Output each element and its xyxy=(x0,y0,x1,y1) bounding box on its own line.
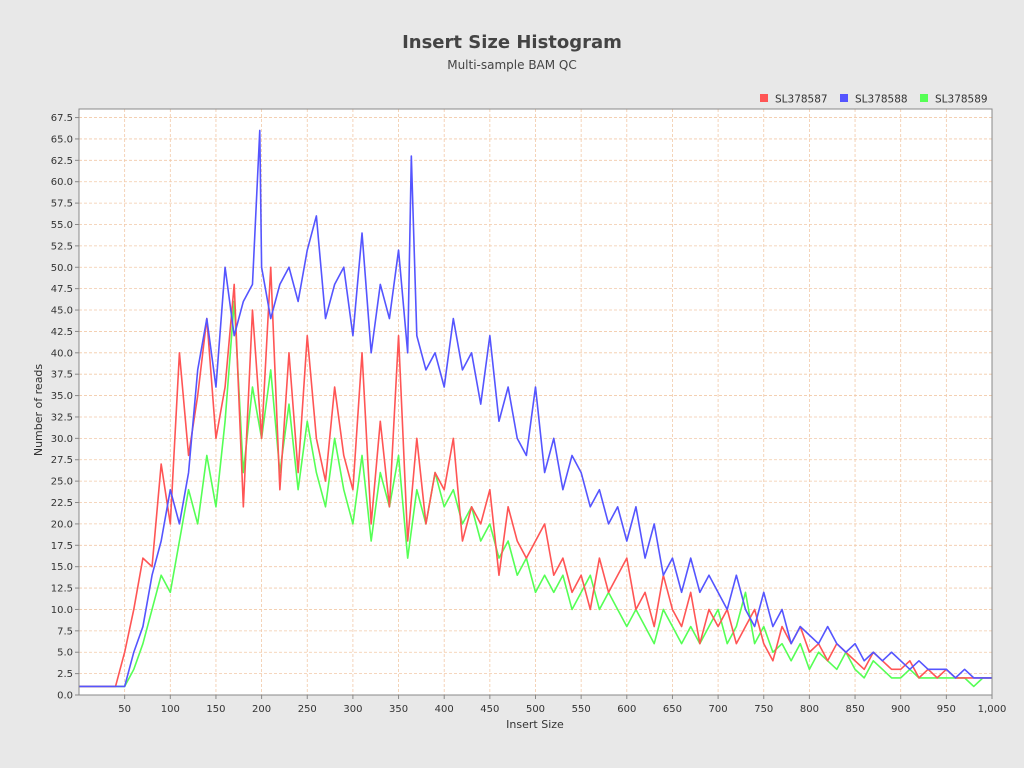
y-tick-label: 30.0 xyxy=(51,434,73,445)
y-tick-label: 35.0 xyxy=(51,391,73,402)
y-axis-label: Number of reads xyxy=(32,364,45,457)
x-tick-label: 600 xyxy=(617,704,636,715)
legend-swatch-sl378589 xyxy=(920,94,928,102)
y-tick-label: 17.5 xyxy=(51,541,73,552)
y-tick-label: 62.5 xyxy=(51,156,73,167)
y-tick-label: 57.5 xyxy=(51,199,73,210)
y-tick-label: 42.5 xyxy=(51,327,73,338)
x-tick-label: 850 xyxy=(846,704,865,715)
y-tick-label: 2.5 xyxy=(57,669,73,680)
x-tick-label: 750 xyxy=(754,704,773,715)
x-tick-label: 950 xyxy=(937,704,956,715)
chart-title: Insert Size Histogram xyxy=(402,32,622,53)
legend-label-sl378587[interactable]: SL378587 xyxy=(775,94,828,106)
y-tick-label: 22.5 xyxy=(51,498,73,509)
y-tick-label: 0.0 xyxy=(57,691,73,702)
series-line-sl378589 xyxy=(79,300,992,688)
y-tick-label: 15.0 xyxy=(51,562,73,573)
plot-frame xyxy=(78,108,993,696)
series-line-sl378588 xyxy=(79,129,992,688)
y-tick-label: 65.0 xyxy=(51,134,73,145)
x-tick-label: 700 xyxy=(709,704,728,715)
legend-label-sl378588[interactable]: SL378588 xyxy=(855,94,908,106)
y-tick-label: 25.0 xyxy=(51,477,73,488)
y-tick-label: 55.0 xyxy=(51,220,73,231)
x-tick-label: 350 xyxy=(389,704,408,715)
x-tick-label: 500 xyxy=(526,704,545,715)
x-tick-label: 450 xyxy=(480,704,499,715)
y-tick-label: 37.5 xyxy=(51,370,73,381)
x-tick-label: 150 xyxy=(206,704,225,715)
x-tick-label: 250 xyxy=(298,704,317,715)
axes: 50 100 150 200 250 300 350 400 450 500 550 600 650 70… xyxy=(51,108,1007,715)
y-tick-label: 12.5 xyxy=(51,584,73,595)
x-tick-label: 400 xyxy=(435,704,454,715)
legend-swatch-sl378588 xyxy=(840,94,848,102)
x-tick-label: 550 xyxy=(572,704,591,715)
y-tick-label: 67.5 xyxy=(51,113,73,124)
y-tick-label: 32.5 xyxy=(51,412,73,423)
y-tick-label: 45.0 xyxy=(51,306,73,317)
y-tick-label: 5.0 xyxy=(57,648,73,659)
x-tick-label: 800 xyxy=(800,704,819,715)
y-tick-label: 60.0 xyxy=(51,177,73,188)
y-tick-label: 52.5 xyxy=(51,241,73,252)
x-tick-label: 200 xyxy=(252,704,271,715)
y-tick-label: 27.5 xyxy=(51,455,73,466)
y-tick-label: 7.5 xyxy=(57,626,73,637)
y-tick-label: 47.5 xyxy=(51,284,73,295)
legend-swatch-sl378587 xyxy=(760,94,768,102)
y-tick-label: 40.0 xyxy=(51,348,73,359)
x-tick-label: 300 xyxy=(343,704,362,715)
x-axis-label: Insert Size xyxy=(506,718,564,731)
y-tick-label: 10.0 xyxy=(51,605,73,616)
y-tick-label: 20.0 xyxy=(51,519,73,530)
x-tick-label: 100 xyxy=(161,704,180,715)
x-tick-label: 650 xyxy=(663,704,682,715)
x-tick-label: 900 xyxy=(891,704,910,715)
chart-subtitle: Multi-sample BAM QC xyxy=(447,58,577,72)
legend[interactable]: SL378587 SL378588 SL378589 xyxy=(760,94,988,106)
legend-label-sl378589[interactable]: SL378589 xyxy=(935,94,988,106)
x-tick-label: 50 xyxy=(118,704,131,715)
data-series xyxy=(79,129,992,688)
x-tick-label: 1,000 xyxy=(978,704,1007,715)
y-tick-label: 50.0 xyxy=(51,263,73,274)
